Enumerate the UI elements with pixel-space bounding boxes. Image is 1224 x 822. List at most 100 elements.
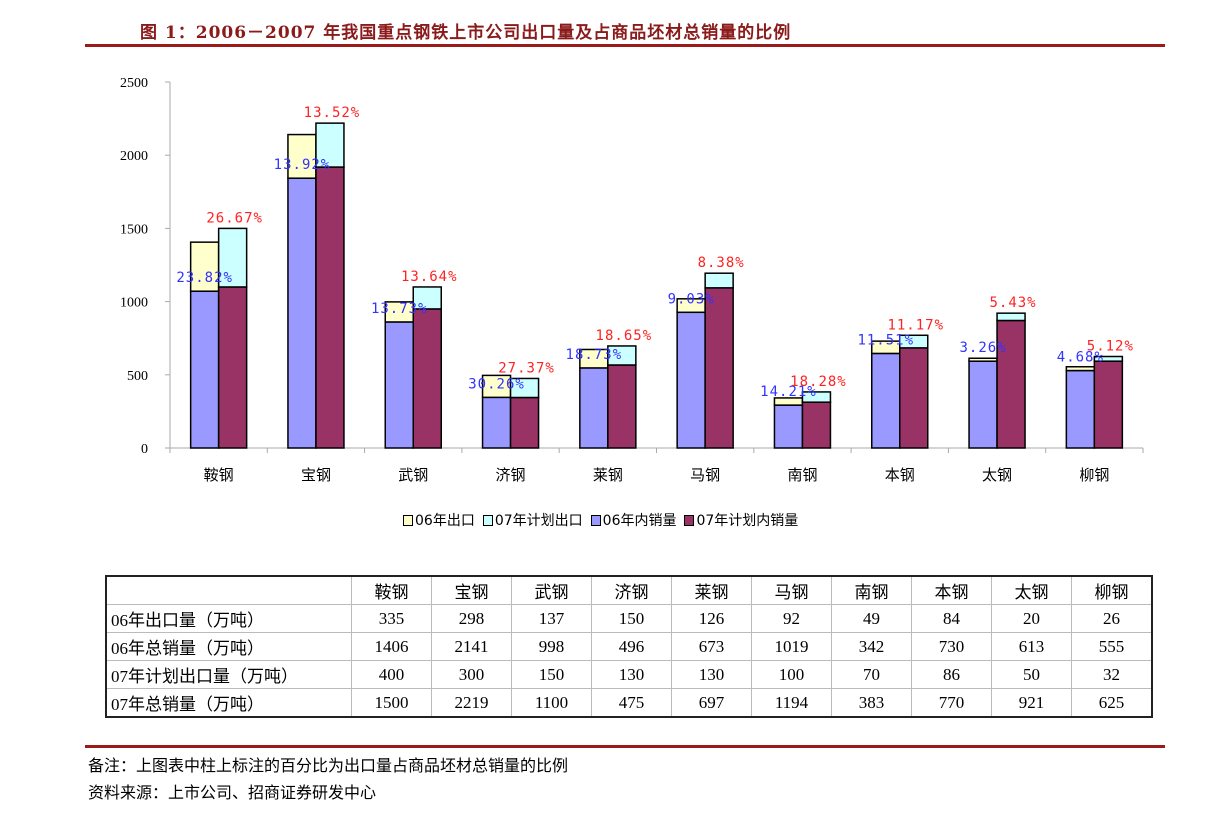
table-header-row: 鞍钢 宝钢 武钢 济钢 莱钢 马钢 南钢 本钢 太钢 柳钢	[105, 575, 1153, 605]
header-cell: 济钢	[591, 575, 672, 605]
category-label: 太钢	[982, 466, 1012, 484]
table-cell: 342	[831, 632, 912, 661]
bar-07-domestic	[412, 308, 442, 449]
table-cell: 26	[1071, 604, 1153, 633]
bar-07-export	[1093, 355, 1124, 362]
header-cell	[105, 575, 352, 605]
category-label: 马钢	[690, 466, 720, 484]
label-07-percent: 18.28%	[790, 374, 847, 390]
table-cell: 70	[831, 660, 912, 689]
header-cell: 南钢	[831, 575, 912, 605]
table-cell: 335	[351, 604, 432, 633]
header-cell: 太钢	[991, 575, 1072, 605]
table-cell: 730	[911, 632, 992, 661]
notes: 备注：上图表中柱上标注的百分比为出口量占商品坯材总销量的比例 资料来源：上市公司…	[88, 752, 568, 806]
bar-07-export	[607, 345, 637, 366]
table-cell: 383	[831, 688, 912, 718]
bar-07-domestic	[509, 396, 540, 449]
legend-swatch	[403, 514, 413, 526]
legend-swatch	[590, 514, 601, 526]
label-07-percent: 18.65%	[596, 328, 653, 344]
table-cell: 625	[1071, 688, 1153, 718]
table-cell: 496	[591, 632, 672, 661]
bar-07-export	[899, 334, 929, 349]
header-cell: 武钢	[511, 575, 592, 605]
label-06-percent: 23.82%	[176, 270, 233, 286]
table-cell: 20	[991, 604, 1072, 633]
row-label: 07年计划出口量（万吨）	[105, 660, 352, 689]
legend-label: 07年计划内销量	[696, 513, 799, 529]
table-cell: 49	[831, 604, 912, 633]
table-cell: 1406	[351, 632, 432, 661]
table-cell: 697	[671, 688, 752, 718]
table-row: 07年计划出口量（万吨） 400 300 150 130 130 100 70 86 50 32	[105, 660, 1153, 689]
bar-06-domestic	[676, 311, 706, 449]
category-label: 莱钢	[593, 466, 623, 484]
table-cell: 32	[1071, 660, 1153, 689]
data-table: 鞍钢 宝钢 武钢 济钢 莱钢 马钢 南钢 本钢 太钢 柳钢 06年出口量（万吨） 335 298 137 1…	[105, 575, 1153, 718]
y-tick-label: 2500	[120, 76, 148, 91]
table-cell: 998	[511, 632, 592, 661]
bar-07-domestic	[704, 287, 734, 449]
legend-label: 06年内销量	[602, 513, 677, 529]
table-cell: 1019	[751, 632, 832, 661]
bar-06-domestic	[287, 177, 317, 449]
header-cell: 本钢	[911, 575, 992, 605]
label-06-percent: 3.26%	[959, 340, 1006, 356]
table-cell: 300	[431, 660, 512, 689]
table-cell: 2219	[431, 688, 512, 718]
label-07-percent: 13.64%	[401, 269, 458, 285]
label-07-percent: 5.43%	[989, 295, 1036, 311]
header-cell: 宝钢	[431, 575, 512, 605]
figure-title: 图 1：2006－2007 年我国重点钢铁上市公司出口量及占商品坯材总销量的比例	[140, 23, 792, 43]
label-06-percent: 13.92%	[274, 157, 331, 173]
table-cell: 137	[511, 604, 592, 633]
notes-divider	[85, 745, 1165, 748]
bar-07-export	[217, 227, 248, 288]
stacked-bar-chart: 0 500 1000 1500 2000 2500 23.82% 26.67% 鞍钢 13.92%…	[120, 76, 1144, 484]
label-07-percent: 8.38%	[698, 255, 745, 271]
label-06-percent: 9.03%	[668, 291, 715, 307]
label-06-percent: 14.21%	[760, 384, 817, 400]
y-tick-label: 2000	[120, 149, 148, 164]
table-cell: 150	[591, 604, 672, 633]
row-label: 06年总销量（万吨）	[105, 632, 352, 661]
y-tick-label: 500	[127, 369, 148, 384]
header-cell: 柳钢	[1071, 575, 1153, 605]
y-tick-label: 1000	[120, 296, 148, 311]
table-row: 07年总销量（万吨） 1500 2219 1100 475 697 1194 383 770 92…	[105, 688, 1153, 718]
table-cell: 1194	[751, 688, 832, 718]
bar-07-domestic	[899, 347, 929, 449]
remark-note: 备注：上图表中柱上标注的百分比为出口量占商品坯材总销量的比例	[88, 756, 569, 775]
category-label: 武钢	[398, 466, 428, 484]
bar-06-export	[968, 357, 998, 362]
table-cell: 84	[911, 604, 992, 633]
bar-06-domestic	[968, 360, 998, 449]
table-cell: 100	[751, 660, 832, 689]
legend-swatch	[482, 514, 493, 526]
row-label: 07年总销量（万吨）	[105, 688, 352, 718]
table-row: 06年总销量（万吨） 1406 2141 998 496 673 1019 342 730 613…	[105, 632, 1153, 661]
table-cell: 298	[431, 604, 512, 633]
table-cell: 1500	[351, 688, 432, 718]
table-cell: 2141	[431, 632, 512, 661]
bar-06-domestic	[579, 367, 609, 449]
category-label: 济钢	[496, 466, 526, 484]
bar-07-export	[509, 377, 540, 399]
bar-07-export	[315, 122, 345, 168]
table-cell: 613	[991, 632, 1072, 661]
label-07-percent: 13.52%	[304, 105, 361, 121]
table-cell: 770	[911, 688, 992, 718]
bar-06-domestic	[384, 321, 414, 449]
table-cell: 130	[671, 660, 752, 689]
bar-07-domestic	[1093, 360, 1124, 449]
bar-07-domestic	[315, 166, 345, 449]
bar-07-export	[412, 286, 442, 310]
bar-06-domestic	[1065, 369, 1096, 449]
label-06-percent: 18.73%	[566, 347, 623, 363]
label-06-percent: 4.68%	[1057, 350, 1104, 366]
bar-07-export	[801, 391, 832, 403]
row-label: 06年出口量（万吨）	[105, 604, 352, 633]
bar-07-domestic	[801, 401, 832, 449]
bar-06-domestic	[481, 396, 512, 449]
